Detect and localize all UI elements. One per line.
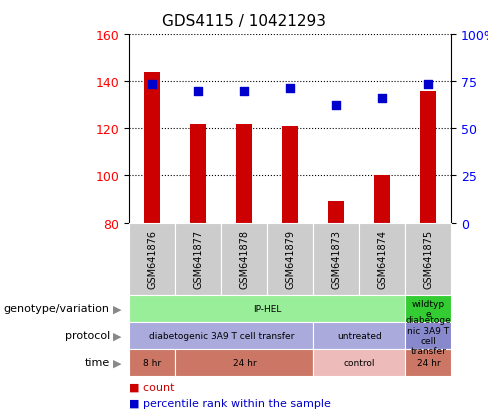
Text: ▶: ▶ bbox=[113, 357, 122, 368]
Text: untreated: untreated bbox=[337, 331, 382, 340]
Point bbox=[379, 95, 386, 102]
Bar bbox=[236, 124, 252, 223]
Text: GSM641874: GSM641874 bbox=[377, 230, 387, 289]
Bar bbox=[328, 202, 345, 223]
Point bbox=[286, 86, 294, 93]
Text: GDS4115 / 10421293: GDS4115 / 10421293 bbox=[162, 14, 326, 29]
Point bbox=[332, 102, 340, 109]
Text: GSM641876: GSM641876 bbox=[147, 230, 157, 289]
Bar bbox=[374, 176, 390, 223]
Text: genotype/variation: genotype/variation bbox=[4, 304, 110, 314]
Text: wildtyp
e: wildtyp e bbox=[412, 299, 445, 318]
Text: control: control bbox=[344, 358, 375, 367]
Text: GSM641877: GSM641877 bbox=[193, 230, 203, 289]
Bar bbox=[283, 127, 299, 223]
Text: diabetoge
nic 3A9 T
cell
transfer: diabetoge nic 3A9 T cell transfer bbox=[406, 316, 451, 356]
Text: 24 hr: 24 hr bbox=[233, 358, 256, 367]
Text: GSM641879: GSM641879 bbox=[285, 230, 295, 289]
Text: GSM641875: GSM641875 bbox=[424, 230, 433, 289]
Text: GSM641873: GSM641873 bbox=[331, 230, 342, 289]
Point bbox=[241, 88, 248, 95]
Point bbox=[148, 81, 156, 88]
Text: GSM641878: GSM641878 bbox=[239, 230, 249, 289]
Bar bbox=[144, 73, 161, 223]
Text: protocol: protocol bbox=[64, 330, 110, 341]
Text: IP-HEL: IP-HEL bbox=[253, 304, 282, 313]
Point bbox=[194, 88, 202, 95]
Bar bbox=[420, 91, 436, 223]
Text: ■ count: ■ count bbox=[129, 381, 175, 391]
Text: ■ percentile rank within the sample: ■ percentile rank within the sample bbox=[129, 398, 331, 408]
Bar bbox=[190, 124, 206, 223]
Text: ▶: ▶ bbox=[113, 304, 122, 314]
Text: time: time bbox=[84, 357, 110, 368]
Text: ▶: ▶ bbox=[113, 330, 122, 341]
Text: 8 hr: 8 hr bbox=[143, 358, 162, 367]
Point bbox=[425, 81, 432, 88]
Text: 24 hr: 24 hr bbox=[417, 358, 440, 367]
Text: diabetogenic 3A9 T cell transfer: diabetogenic 3A9 T cell transfer bbox=[149, 331, 294, 340]
